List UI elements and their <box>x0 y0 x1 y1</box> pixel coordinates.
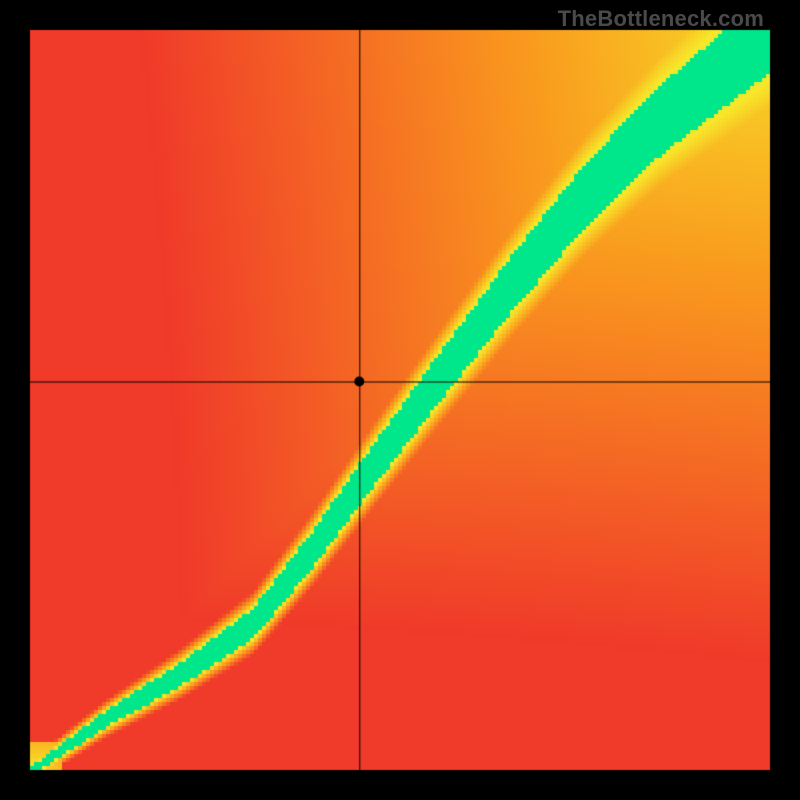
heatmap-canvas <box>0 0 800 800</box>
chart-container: TheBottleneck.com <box>0 0 800 800</box>
